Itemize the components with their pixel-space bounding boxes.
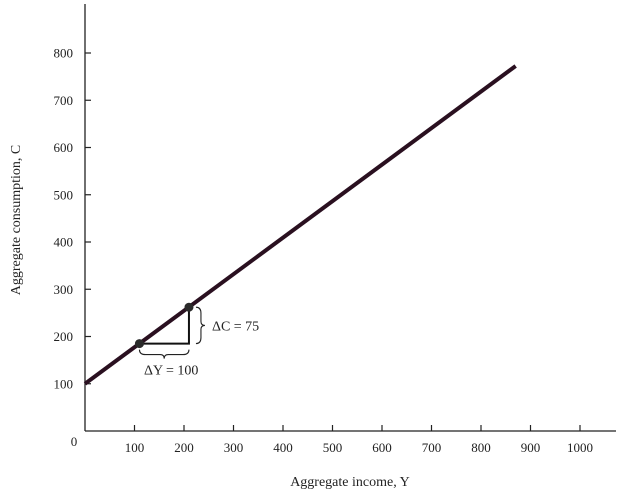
delta-c-brace	[195, 306, 205, 345]
y-tick-label: 600	[54, 140, 74, 155]
x-tick-label: 100	[125, 440, 145, 455]
y-tick-label: 400	[54, 235, 74, 250]
delta-y-brace	[138, 349, 190, 359]
y-tick-label: 100	[54, 376, 74, 391]
data-points-group	[134, 302, 194, 349]
x-tick-label: 600	[372, 440, 392, 455]
data-point	[134, 339, 144, 349]
data-point	[184, 302, 194, 312]
x-tick-label: 800	[471, 440, 491, 455]
y-tick-label: 700	[54, 93, 74, 108]
y-tick-group: 100 200 300 400 500 600 700 800	[54, 46, 91, 391]
x-tick-label: 300	[224, 440, 244, 455]
delta-y-label: ΔY = 100	[144, 364, 199, 379]
x-tick-label: 1000	[567, 440, 593, 455]
y-tick-label: 500	[54, 187, 74, 202]
consumption-line	[83, 64, 517, 386]
delta-triangle	[139, 307, 190, 345]
x-tick-label: 400	[273, 440, 293, 455]
x-tick-group: 100 200 300 400 500 600 700 800 900 1000	[125, 425, 593, 455]
x-tick-label: 900	[521, 440, 541, 455]
y-axis-title: Aggregate consumption, C	[9, 145, 24, 295]
x-tick-label: 700	[422, 440, 442, 455]
x-tick-label: 200	[174, 440, 194, 455]
y-tick-label: 800	[54, 46, 74, 61]
delta-c-label: ΔC = 75	[212, 319, 259, 334]
y-tick-label: 200	[54, 329, 74, 344]
y-tick-label: 300	[54, 282, 74, 297]
x-tick-label: 500	[323, 440, 343, 455]
x-axis-title: Aggregate income, Y	[290, 475, 410, 490]
origin-label: 0	[71, 434, 78, 449]
